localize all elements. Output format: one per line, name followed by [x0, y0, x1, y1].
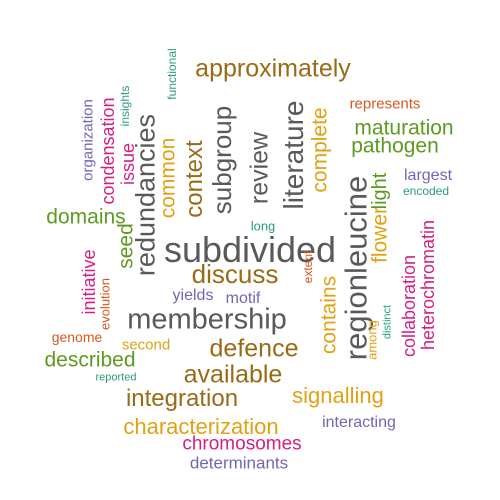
word-largest: largest — [403, 167, 453, 184]
word-pathogen: pathogen — [351, 134, 439, 158]
word-light: light — [369, 172, 391, 210]
word-available: available — [183, 360, 283, 389]
word-characterization: characterization — [123, 414, 279, 439]
word-insights: insights — [118, 85, 132, 127]
word-collaboration: collaboration — [399, 254, 419, 358]
word-flower: flower — [368, 206, 392, 264]
word-determinants: determinants — [189, 453, 289, 473]
word-discuss: discuss — [191, 259, 279, 289]
word-represents: represents — [349, 95, 421, 113]
word-membership: membership — [127, 303, 287, 336]
word-organization: organization — [79, 99, 97, 181]
word-long: long — [250, 218, 276, 234]
word-issue: issue — [118, 142, 138, 186]
word-subdivided: subdivided — [163, 229, 337, 270]
word-motif: motif — [225, 290, 261, 307]
word-interacting: interacting — [322, 414, 396, 431]
word-encoded: encoded — [402, 184, 450, 198]
word-distinct: distinct — [381, 304, 394, 340]
word-approximately: approximately — [195, 54, 351, 83]
word-review: review — [245, 131, 274, 205]
word-heterochromatin: heterochromatin — [418, 219, 438, 351]
word-genome: genome — [51, 329, 103, 345]
word-yields: yields — [172, 287, 214, 304]
word-context: context — [181, 140, 208, 218]
word-maturation: maturation — [354, 116, 454, 140]
word-complete: complete — [308, 107, 332, 193]
word-literature: literature — [278, 100, 309, 210]
word-seed: seed — [114, 223, 138, 269]
word-signalling: signalling — [292, 383, 384, 408]
word-among: among — [364, 320, 380, 360]
word-reported: reported — [95, 371, 137, 384]
word-extent: extent — [301, 250, 315, 284]
word-evolution: evolution — [97, 277, 113, 331]
word-common: common — [156, 137, 180, 219]
word-subgroup: subgroup — [207, 105, 237, 215]
word-domains: domains — [46, 205, 126, 229]
word-condensation: condensation — [98, 97, 118, 205]
word-second: second — [121, 336, 171, 354]
word-functional: functional — [165, 48, 179, 100]
word-initiative: initiative — [79, 249, 99, 315]
word-defence: defence — [209, 334, 299, 363]
word-chromosomes: chromosomes — [182, 433, 302, 455]
word-described: described — [44, 348, 136, 372]
word-contains: contains — [317, 275, 341, 355]
word-integration: integration — [125, 385, 239, 412]
